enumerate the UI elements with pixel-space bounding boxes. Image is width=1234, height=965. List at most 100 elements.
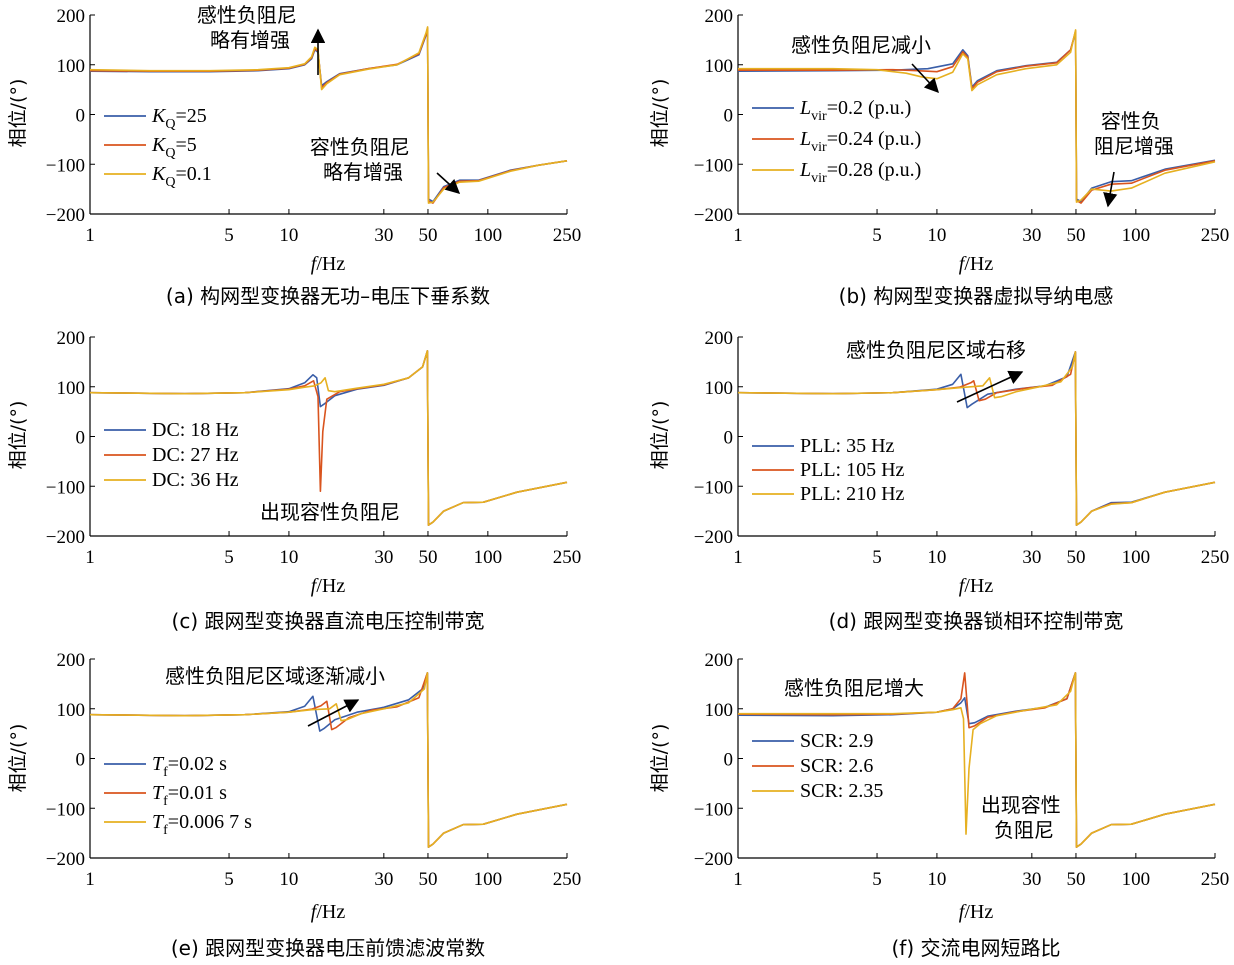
y-tick-label-e: 200 (57, 650, 86, 671)
y-tick-label-a: 200 (57, 6, 86, 27)
xlabel-unit-f: /Hz (964, 901, 993, 923)
y-tick-label-c: 0 (76, 428, 86, 449)
y-tick-label-f: 100 (705, 700, 734, 721)
x-tick-label-b: 30 (1022, 225, 1041, 246)
x-tick-label-a: 1 (85, 225, 95, 246)
x-tick-label-e: 30 (374, 869, 393, 890)
x-tick-label-f: 50 (1066, 869, 1085, 890)
series-line-f-3 (738, 672, 1216, 848)
x-tick-label-e: 50 (418, 869, 437, 890)
x-tick-label-e: 250 (553, 869, 582, 890)
ylabel-c: 相位/(°) (7, 401, 29, 470)
y-tick-label-e: 100 (57, 700, 86, 721)
x-tick-label-a: 5 (224, 225, 234, 246)
x-tick-label-b: 50 (1066, 225, 1085, 246)
x-tick-label-f: 250 (1201, 869, 1230, 890)
annotation-b-capacitive: 容性负 阻尼增强 (1094, 109, 1174, 158)
legend-label-d-3: PLL: 210 Hz (800, 483, 905, 505)
y-tick-label-c: −100 (46, 477, 85, 498)
annotation-b-capacitive-line1: 容性负 (1101, 109, 1161, 133)
x-tick-label-f: 10 (927, 869, 946, 890)
legend-label-c-3: DC: 36 Hz (152, 469, 239, 491)
y-tick-label-a: −100 (46, 155, 85, 176)
y-tick-label-f: −100 (694, 799, 733, 820)
annotation-a-inductive-line1: 感性负阻尼 (197, 3, 297, 27)
series-line-b-3 (738, 29, 1216, 203)
legend-label-e-3: Tf=0.006 7 s (152, 811, 252, 838)
x-tick-label-c: 30 (374, 547, 393, 568)
xlabel-e: f/Hz (311, 901, 346, 923)
x-tick-label-b: 5 (872, 225, 882, 246)
y-tick-label-d: −200 (694, 527, 733, 548)
x-tick-label-d: 100 (1122, 547, 1151, 568)
x-tick-label-f: 1 (733, 869, 743, 890)
x-tick-label-c: 5 (224, 547, 234, 568)
xlabel-unit-a: /Hz (316, 253, 345, 275)
legend-label-f-1: SCR: 2.9 (800, 730, 873, 752)
legend-label-a-2: KQ=5 (151, 134, 197, 161)
x-tick-label-c: 100 (474, 547, 503, 568)
legend-label-a-3: KQ=0.1 (151, 163, 212, 190)
x-tick-label-d: 250 (1201, 547, 1230, 568)
x-tick-label-e: 100 (474, 869, 503, 890)
x-tick-label-d: 50 (1066, 547, 1085, 568)
annotation-f-increase: 感性负阻尼增大 (784, 676, 924, 700)
y-tick-label-d: 100 (705, 378, 734, 399)
x-tick-label-a: 50 (418, 225, 437, 246)
xlabel-d: f/Hz (959, 575, 994, 597)
caption-b: (b) 构网型变换器虚拟导纳电感 (839, 284, 1114, 308)
x-tick-label-d: 10 (927, 547, 946, 568)
y-tick-label-f: 0 (724, 750, 734, 771)
legend-label-b-1: Lvir=0.2 (p.u.) (799, 97, 911, 124)
xlabel-unit-d: /Hz (964, 575, 993, 597)
xlabel-b: f/Hz (959, 253, 994, 275)
y-tick-label-e: −200 (46, 849, 85, 870)
ylabel-d: 相位/(°) (649, 401, 671, 470)
xlabel-italic-e: f (311, 901, 319, 923)
ylabel-f: 相位/(°) (649, 724, 671, 793)
y-tick-label-e: 0 (76, 750, 86, 771)
xlabel-unit-e: /Hz (316, 901, 345, 923)
legend-label-c-1: DC: 18 Hz (152, 419, 239, 441)
x-tick-label-d: 1 (733, 547, 743, 568)
x-tick-label-b: 10 (927, 225, 946, 246)
x-tick-label-a: 250 (553, 225, 582, 246)
legend-label-c-2: DC: 27 Hz (152, 444, 239, 466)
caption-a: (a) 构网型变换器无功–电压下垂系数 (166, 284, 490, 308)
series-line-d-3 (737, 351, 1216, 526)
x-tick-label-e: 1 (85, 869, 95, 890)
annotation-d-shift: 感性负阻尼区域右移 (846, 338, 1026, 362)
caption-d: (d) 跟网型变换器锁相环控制带宽 (829, 609, 1124, 633)
xlabel-italic-b: f (959, 253, 967, 275)
x-tick-label-f: 100 (1122, 869, 1151, 890)
xlabel-italic-f: f (959, 901, 967, 923)
y-tick-label-d: 0 (724, 428, 734, 449)
annotation-c-capacitive: 出现容性负阻尼 (260, 500, 400, 524)
y-tick-label-c: 200 (57, 328, 86, 349)
x-tick-label-c: 50 (418, 547, 437, 568)
annotation-b-capacitive-line2: 阻尼增强 (1094, 134, 1174, 158)
legend-label-f-3: SCR: 2.35 (800, 780, 883, 802)
annotation-a-capacitive-line1: 容性负阻尼 (310, 135, 410, 159)
xlabel-unit-c: /Hz (316, 575, 345, 597)
y-tick-label-d: −100 (694, 477, 733, 498)
x-tick-label-a: 10 (279, 225, 298, 246)
x-tick-label-d: 30 (1022, 547, 1041, 568)
ylabel-e: 相位/(°) (7, 724, 29, 793)
arrow-e-shrink (307, 699, 360, 727)
annotation-e-shrink: 感性负阻尼区域逐渐减小 (165, 664, 385, 688)
y-tick-label-b: 200 (705, 6, 734, 27)
y-tick-label-b: 100 (705, 56, 734, 77)
series-line-e-3 (89, 672, 568, 848)
